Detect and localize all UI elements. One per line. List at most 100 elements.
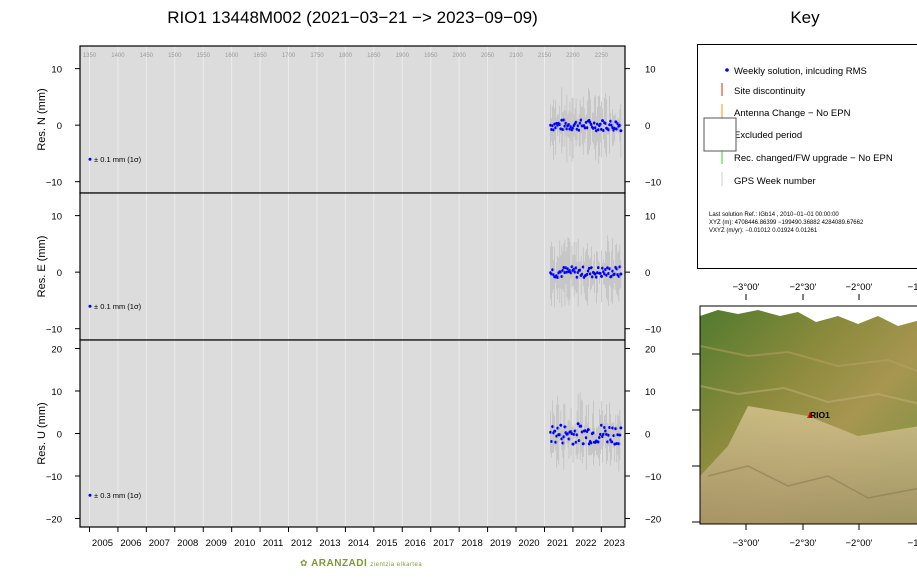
data-point (576, 422, 580, 426)
gps-week-label: 1750 (310, 53, 324, 59)
key-frame (697, 44, 917, 269)
time-series-chart: 10 10 0 0 −10 −10 Res. N (mm) ± 0.1 mm (1σ) 10 10… (36, 45, 661, 549)
map-bottom-tick: −1° (908, 538, 917, 549)
y-tick-label: 10 (645, 387, 656, 398)
data-point (619, 426, 623, 430)
x-tick-label: 2008 (177, 538, 198, 549)
x-tick-label: 2019 (490, 538, 511, 549)
gps-week-label: 2000 (452, 53, 466, 59)
map-top-tick: −1° (908, 282, 917, 293)
map-bottom-tick: −2°00' (845, 538, 872, 549)
gps-week-label: 2100 (509, 53, 523, 59)
y-tick-label: 10 (645, 65, 656, 76)
y-axis-label: Res. E (mm) (36, 236, 48, 298)
x-tick-label: 2009 (206, 538, 227, 549)
panel-background (80, 193, 625, 340)
x-tick-label: 2020 (518, 538, 539, 549)
data-point (553, 429, 557, 433)
x-tick-label: 2022 (575, 538, 596, 549)
gps-week-label: 1650 (253, 53, 267, 59)
station-label: RIO1 (810, 410, 830, 420)
map-top-tick: −2°30' (789, 282, 816, 293)
legend-key: Weekly solution, inlcuding RMS Site disc… (697, 44, 917, 269)
data-point (619, 129, 623, 133)
key-item-discontinuity: Site discontinuity (734, 86, 806, 97)
gps-week-label: 1950 (424, 53, 438, 59)
y-tick-label: 0 (645, 268, 650, 279)
x-tick-label: 2007 (149, 538, 170, 549)
x-tick-label: 2005 (92, 538, 113, 549)
x-tick-label: 2015 (376, 538, 397, 549)
x-tick-label: 2018 (462, 538, 483, 549)
data-point (581, 442, 585, 446)
gps-week-label: 1600 (225, 53, 239, 59)
x-tick-label: 2012 (291, 538, 312, 549)
data-point (614, 120, 618, 124)
x-tick-label: 2016 (405, 538, 426, 549)
y-tick-label: −10 (645, 472, 661, 483)
y-tick-label: 0 (57, 430, 62, 441)
rms-marker (88, 493, 92, 497)
logo-text: ARANZADI (311, 558, 368, 569)
y-tick-label: −20 (46, 515, 62, 526)
y-tick-label: −10 (46, 472, 62, 483)
gps-week-label: 2200 (566, 53, 580, 59)
panel-background (80, 46, 625, 193)
map-frame (699, 305, 917, 525)
data-point (559, 423, 563, 427)
rms-label: ± 0.3 mm (1σ) (94, 491, 142, 500)
data-point (601, 119, 605, 123)
y-tick-label: 20 (645, 345, 656, 356)
x-tick-label: 2014 (348, 538, 369, 549)
panel-background (80, 340, 625, 527)
data-point (571, 442, 575, 446)
gps-week-label: 1550 (197, 53, 211, 59)
key-item-gps-week: GPS Week number (734, 176, 816, 187)
gps-week-label: 2050 (481, 53, 495, 59)
aranzadi-logo: ✿ ARANZADI zientzia elkartea (300, 558, 422, 569)
chart-title: RIO1 13448M002 (2021−03−21 −> 2023−09−09… (167, 8, 538, 27)
key-item-receiver: Rec. changed/FW upgrade − No EPN (734, 153, 893, 164)
gps-week-label: 1700 (282, 53, 296, 59)
map-top-tick: −3°00' (732, 282, 759, 293)
rms-marker (88, 157, 92, 161)
y-tick-label: −20 (645, 515, 661, 526)
x-tick-label: 2017 (433, 538, 454, 549)
y-tick-label: −10 (645, 178, 661, 189)
x-tick-label: 2021 (547, 538, 568, 549)
y-tick-label: 0 (645, 430, 650, 441)
key-item-excluded: Excluded period (734, 130, 802, 141)
y-tick-label: 0 (57, 121, 62, 132)
gps-week-label: 1450 (140, 53, 154, 59)
data-point (619, 272, 623, 276)
y-axis-label: Res. U (mm) (36, 402, 48, 464)
key-title: Key (790, 8, 820, 27)
x-tick-label: 2011 (263, 538, 283, 549)
station-map: −3°00' −2°30' −2°00' −1° RIO1 −3°00' −2°… (692, 282, 917, 549)
y-tick-label: −10 (46, 325, 62, 336)
y-tick-label: 10 (51, 212, 62, 223)
x-tick-label: 2006 (120, 538, 141, 549)
x-tick-label: 2010 (234, 538, 255, 549)
gps-week-label: 1350 (83, 53, 97, 59)
y-tick-label: 0 (57, 268, 62, 279)
terrain-relief (699, 306, 917, 524)
data-point (586, 428, 590, 432)
solution-marker-icon (725, 68, 729, 72)
x-tick-label: 2023 (604, 538, 625, 549)
y-tick-label: 10 (645, 212, 656, 223)
key-item-solution: Weekly solution, inlcuding RMS (734, 66, 867, 77)
gps-week-label: 1900 (396, 53, 410, 59)
rms-marker (88, 304, 92, 308)
rms-label: ± 0.1 mm (1σ) (94, 302, 142, 311)
y-tick-label: 10 (51, 387, 62, 398)
panel-frame (79, 339, 626, 528)
map-top-tick: −2°00' (845, 282, 872, 293)
y-axis-label: Res. N (mm) (36, 88, 48, 150)
map-bottom-tick: −3°00' (732, 538, 759, 549)
rms-label: ± 0.1 mm (1σ) (94, 155, 142, 164)
gps-week-label: 2250 (595, 53, 609, 59)
vxyz-values: VXYZ (m/yr): −0.01012 0.01924 0.01261 (709, 228, 818, 234)
excluded-period-swatch (703, 117, 737, 152)
gps-week-label: 1800 (339, 53, 353, 59)
